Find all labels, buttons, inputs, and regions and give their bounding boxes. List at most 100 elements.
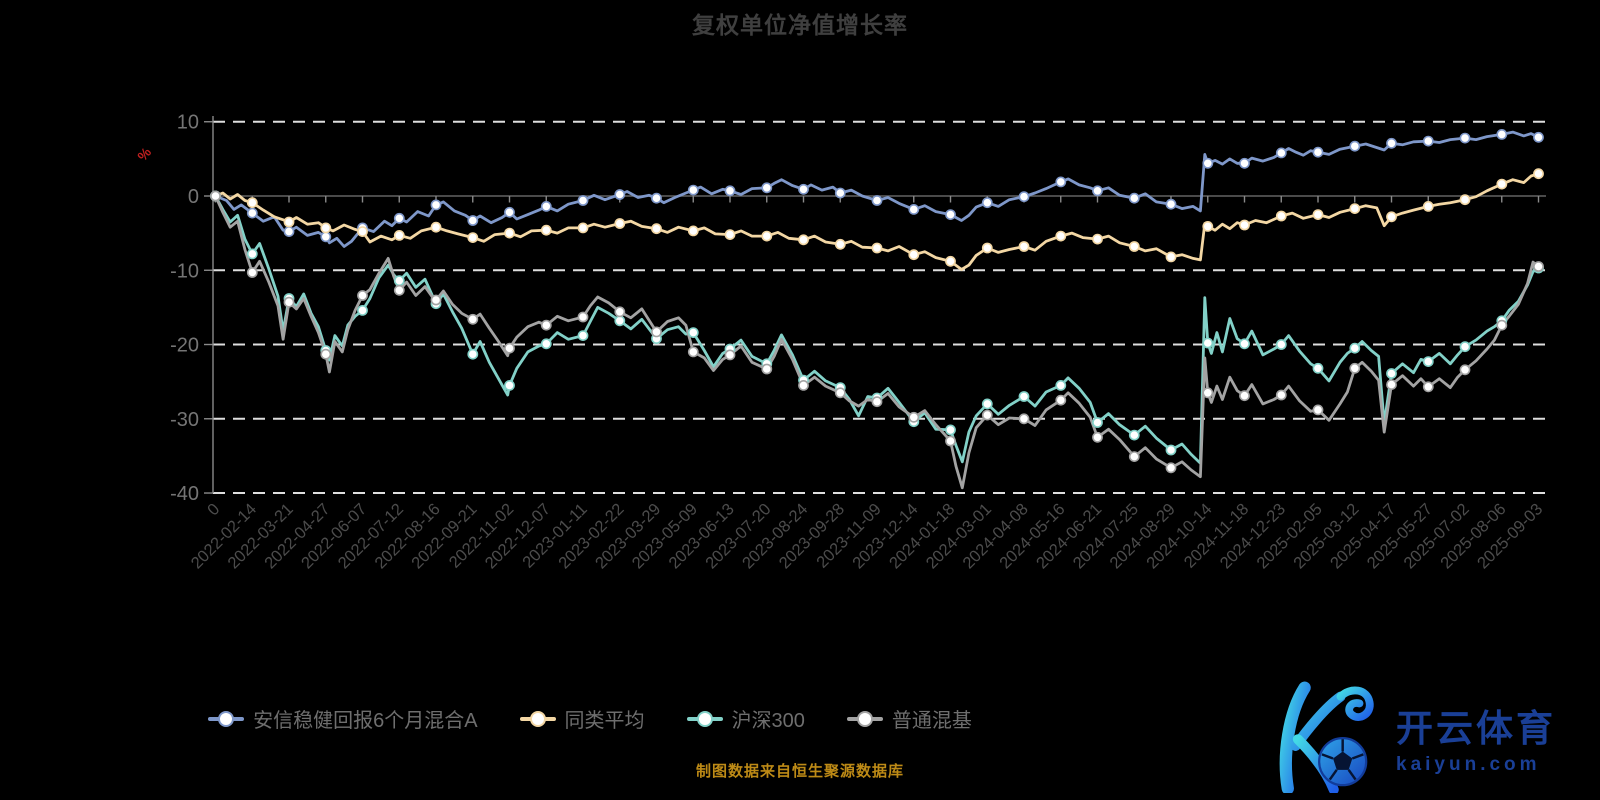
data-point-marker (467, 232, 479, 243)
series-line-group (214, 130, 1540, 248)
data-point-marker (1239, 338, 1250, 350)
data-point-marker (357, 290, 368, 301)
data-point-marker (614, 189, 626, 200)
page-title: 复权单位净值增长率 (692, 12, 908, 38)
data-point-marker (614, 218, 626, 229)
data-point-marker (283, 226, 295, 237)
data-point-marker (1165, 198, 1177, 210)
data-point-marker (1422, 356, 1434, 367)
data-point-marker (357, 226, 368, 237)
data-point-marker (430, 221, 442, 233)
data-point-marker (687, 184, 699, 196)
data-point-marker (577, 311, 589, 323)
y-axis-label: 0 (188, 186, 199, 208)
data-point-marker (283, 216, 295, 228)
data-point-marker (1165, 444, 1177, 456)
data-point-marker (1165, 251, 1177, 263)
data-point-marker (1312, 209, 1324, 220)
watermark-domain-text: kaiyun.com (1396, 754, 1541, 775)
data-point-marker (1018, 391, 1030, 402)
data-point-marker (1422, 135, 1434, 147)
data-point-marker (1092, 233, 1103, 245)
chart-legend: 安信稳健回报6个月混合A 同类平均 沪深300 普通混基 (0, 704, 1180, 733)
data-point-marker (467, 313, 479, 325)
legend-item-3[interactable]: 普通混基 (846, 704, 972, 733)
data-point-marker (467, 215, 479, 226)
line-chart-canvas[interactable]: 100-10-20-30-4002022-02-142022-03-212022… (0, 0, 1600, 660)
data-point-marker (798, 183, 809, 195)
series-line (214, 194, 1540, 490)
legend-label: 普通混基 (891, 710, 972, 732)
data-point-marker (1275, 389, 1287, 401)
data-point-marker (614, 315, 626, 327)
data-point-marker (798, 234, 809, 246)
series-line-group (214, 172, 1540, 271)
y-axis-label: -10 (170, 260, 199, 282)
data-point-marker (981, 409, 993, 421)
legend-item-1[interactable]: 同类平均 (519, 704, 645, 733)
kaiyun-watermark[interactable]: 开云体育 kaiyun.com (1268, 678, 1558, 796)
data-point-marker (577, 222, 589, 234)
data-point-marker (798, 379, 809, 391)
series-marker-group (210, 190, 1544, 474)
data-point-marker (1349, 140, 1361, 152)
y-axis-label: -20 (170, 335, 199, 357)
data-point-marker (981, 197, 993, 209)
data-point-marker (1386, 379, 1397, 390)
data-point-marker (1459, 364, 1471, 376)
data-point-marker (430, 294, 442, 306)
data-point-marker (1202, 157, 1214, 169)
data-point-marker (1275, 147, 1287, 159)
data-point-marker (540, 200, 552, 212)
legend-marker-icon (686, 710, 723, 727)
data-point-marker (1533, 168, 1544, 180)
data-point-marker (540, 319, 552, 331)
data-point-marker (1386, 368, 1397, 379)
data-point-marker (504, 227, 515, 239)
data-point-marker (540, 338, 552, 350)
legend-item-2[interactable]: 沪深300 (686, 704, 805, 733)
data-point-marker (1386, 211, 1397, 223)
data-point-marker (1275, 210, 1287, 222)
legend-item-0[interactable]: 安信稳健回报6个月混合A (208, 704, 478, 733)
data-point-marker (981, 398, 993, 410)
data-point-marker (393, 212, 405, 224)
x-axis-label: 0 (204, 500, 223, 519)
data-point-marker (1496, 128, 1508, 140)
data-point-marker (1459, 132, 1471, 144)
data-point-marker (504, 206, 515, 218)
data-point-marker (761, 363, 773, 375)
series-line-group (214, 194, 1540, 490)
data-point-marker (1349, 342, 1361, 354)
legend-marker-icon (846, 710, 883, 727)
y-axis-label: -40 (170, 483, 199, 505)
legend-marker-icon (519, 710, 556, 727)
soccer-ball-icon (1318, 737, 1368, 787)
data-point-marker (320, 348, 332, 360)
data-point-marker (908, 249, 920, 261)
data-point-marker (945, 209, 956, 220)
data-point-marker (871, 195, 883, 206)
data-point-marker (761, 182, 773, 194)
data-point-marker (1239, 219, 1250, 231)
data-point-marker (1422, 200, 1434, 212)
legend-marker-icon (208, 710, 245, 727)
series-marker-group (210, 128, 1544, 243)
series-line (214, 130, 1540, 248)
data-point-marker (1202, 220, 1214, 232)
data-point-marker (1496, 178, 1508, 190)
data-point-marker (651, 223, 662, 235)
data-point-marker (393, 284, 405, 296)
data-point-marker (1312, 404, 1324, 416)
data-point-marker (430, 199, 442, 211)
data-point-marker (1496, 319, 1508, 331)
data-point-marker (834, 238, 846, 250)
data-point-marker (724, 229, 736, 240)
data-point-marker (1386, 137, 1397, 149)
data-point-marker (357, 304, 368, 316)
data-point-marker (724, 349, 736, 361)
data-point-marker (871, 396, 883, 408)
data-point-marker (1533, 261, 1544, 272)
data-point-marker (761, 230, 773, 242)
